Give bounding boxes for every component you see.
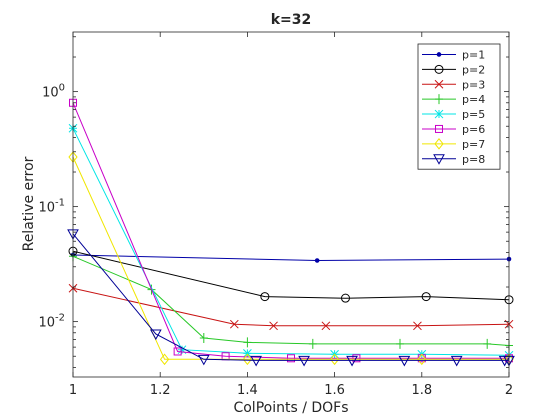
x-tick-label: 1.8	[411, 383, 432, 398]
data-point	[242, 353, 253, 366]
legend-label: p=5	[462, 108, 485, 121]
axes-box	[72, 31, 510, 378]
y-axis-label: Relative error	[21, 156, 37, 251]
legend-label: p=7	[462, 138, 485, 151]
x-tick-label: 1.6	[324, 383, 345, 398]
legend-label: p=1	[462, 48, 485, 61]
data-point	[341, 293, 350, 303]
legend-marker	[434, 109, 444, 119]
data-point	[396, 338, 404, 349]
x-tick-label: 1.2	[150, 383, 171, 398]
data-point	[199, 333, 208, 344]
x-tick-label: 1	[69, 383, 77, 398]
data-point	[483, 338, 492, 349]
data-point	[346, 355, 358, 367]
series-p=8	[67, 229, 515, 367]
data-point	[308, 338, 317, 349]
series-layer	[67, 98, 515, 367]
legend-marker	[435, 124, 443, 133]
axes-layer: 1 1.2 1.4 1.6 1.8 2 10-2 10-1 100	[38, 31, 513, 398]
legend-marker	[435, 94, 443, 105]
data-point	[229, 319, 239, 329]
series-line	[72, 233, 509, 361]
series-line	[72, 287, 510, 327]
x-tick-label: 1.4	[237, 383, 258, 398]
data-point	[149, 329, 162, 341]
data-point	[173, 347, 182, 356]
data-point	[243, 337, 252, 348]
data-point	[197, 354, 210, 366]
y-tick-label: 100	[42, 83, 65, 101]
legend-box	[417, 43, 501, 170]
legend-marker	[436, 52, 442, 57]
data-point	[177, 345, 187, 355]
x-axis-label: ColPoints / DOFs	[233, 400, 348, 416]
data-point	[269, 321, 278, 331]
data-point	[250, 355, 262, 367]
legend-label: p=4	[462, 93, 485, 106]
legend-entry: p=1	[422, 48, 485, 61]
data-point	[159, 353, 170, 366]
legend-entry: p=5	[422, 108, 485, 121]
y-tick-label: 10-1	[38, 198, 65, 216]
y-tick-label: 10-2	[38, 313, 65, 331]
series-line	[72, 255, 510, 346]
legend-marker	[434, 79, 444, 89]
data-point	[421, 292, 431, 302]
chart-title: k=32	[271, 12, 312, 28]
legend-entry: p=7	[422, 138, 485, 151]
data-point	[314, 258, 320, 263]
legend-label: p=6	[462, 123, 485, 136]
legend-entry: p=8	[422, 153, 485, 166]
x-tick-label: 2	[505, 383, 513, 398]
data-point	[298, 355, 310, 367]
legend-marker	[433, 154, 445, 165]
legend-label: p=3	[462, 78, 485, 91]
legend-entry: p=4	[422, 93, 485, 106]
legend-marker	[434, 138, 444, 150]
series-line	[72, 250, 510, 301]
data-point	[243, 348, 252, 358]
legend-entry: p=2	[422, 63, 485, 76]
data-point	[321, 321, 331, 331]
series-line	[72, 128, 510, 356]
legend-label: p=8	[462, 153, 485, 166]
legend-entry: p=6	[422, 123, 485, 136]
data-point	[287, 354, 295, 363]
data-point	[329, 353, 340, 366]
data-point	[413, 321, 422, 331]
legend: p=1 p=2 p=3 p=4 p=5 p=6 p=7 p=8	[417, 43, 501, 170]
data-point	[260, 292, 270, 302]
data-point	[398, 355, 411, 367]
data-point	[417, 353, 427, 366]
legend-entry: p=3	[422, 78, 485, 91]
legend-marker	[434, 64, 444, 74]
data-point	[450, 355, 463, 367]
data-point	[352, 354, 361, 363]
series-p=3	[68, 283, 514, 331]
series-line	[72, 102, 509, 359]
legend-label: p=2	[462, 63, 485, 76]
